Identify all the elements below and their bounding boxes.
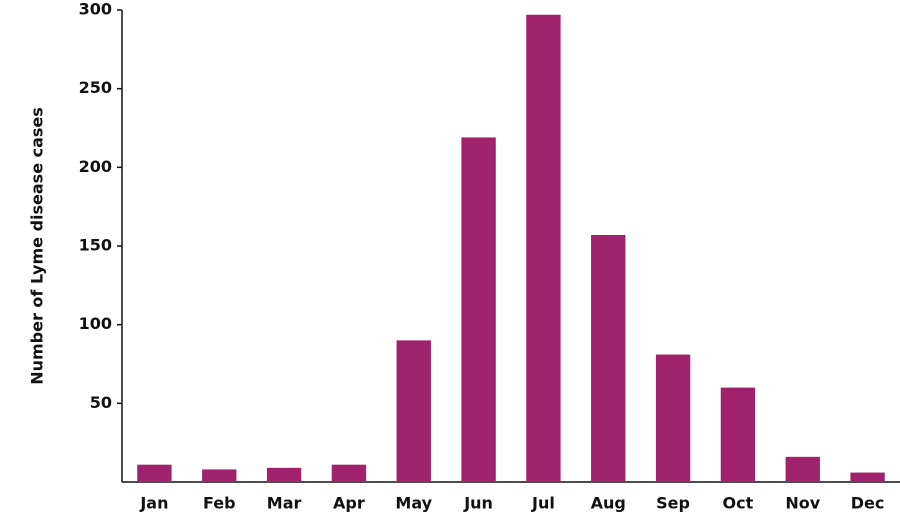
x-tick-label: Feb bbox=[203, 494, 236, 513]
x-tick-label: Jun bbox=[463, 494, 493, 513]
bar bbox=[526, 14, 561, 482]
bar bbox=[137, 464, 172, 482]
y-tick-label: 200 bbox=[79, 157, 112, 176]
y-axis-label: Number of Lyme disease cases bbox=[28, 107, 47, 385]
bar bbox=[266, 467, 302, 482]
bar bbox=[785, 456, 820, 482]
bar bbox=[202, 469, 237, 482]
y-tick-label: 250 bbox=[79, 78, 112, 97]
bar bbox=[720, 387, 756, 482]
x-tick-label: Mar bbox=[267, 494, 302, 513]
x-tick-label: Aug bbox=[591, 494, 626, 513]
x-tick-label: Jan bbox=[139, 494, 168, 513]
x-tick-label: Jul bbox=[531, 494, 555, 513]
x-tick-label: Sep bbox=[656, 494, 690, 513]
x-tick-label: Oct bbox=[723, 494, 754, 513]
x-tick-label: Dec bbox=[851, 494, 885, 513]
x-tick-label: Apr bbox=[333, 494, 365, 513]
bar bbox=[591, 234, 626, 482]
y-tick-label: 150 bbox=[79, 236, 112, 255]
bar bbox=[655, 354, 691, 482]
bar bbox=[396, 340, 431, 482]
x-tick-label: May bbox=[395, 494, 432, 513]
x-tick-label: Nov bbox=[785, 494, 820, 513]
bar bbox=[461, 137, 496, 482]
y-tick-label: 100 bbox=[79, 314, 112, 333]
bar bbox=[331, 464, 367, 482]
y-tick-label: 50 bbox=[90, 393, 112, 412]
bar bbox=[850, 472, 885, 482]
y-tick-label: 300 bbox=[79, 0, 112, 19]
